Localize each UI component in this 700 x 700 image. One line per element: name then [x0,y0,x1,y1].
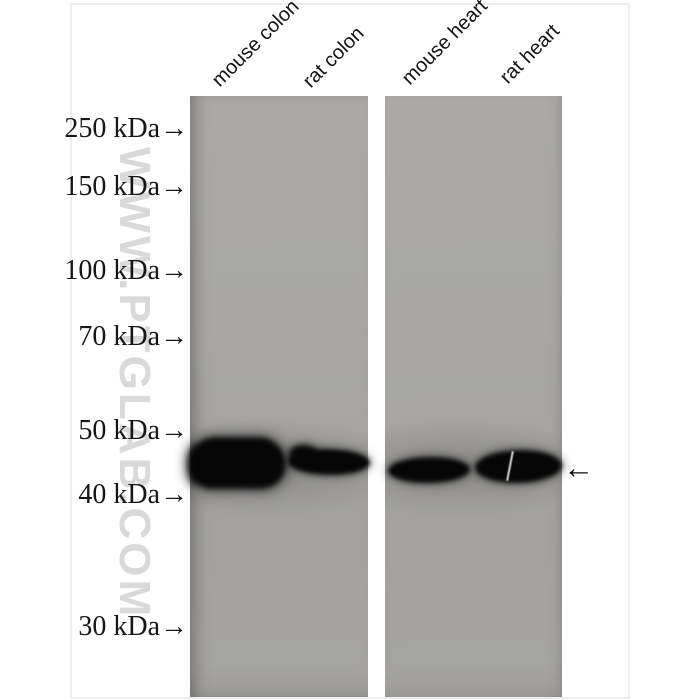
lane-label-mouse-colon: mouse colon [207,0,304,92]
band-mouse-colon-edge [188,446,204,484]
marker-label-40kda: 40 kDa→ [78,479,188,510]
band-rat-colon-bump [289,445,317,462]
marker-label-250kda: 250 kDa→ [64,113,188,144]
molecular-weight-marker-column: 250 kDa→ 150 kDa→ 100 kDa→ 70 kDa→ 50 kD… [0,0,188,700]
marker-label-30kda: 30 kDa→ [78,611,188,642]
band-mouse-colon [191,437,286,489]
marker-label-70kda: 70 kDa→ [78,321,188,352]
target-band-arrow-icon: ← [563,450,594,485]
marker-label-100kda: 100 kDa→ [64,255,188,286]
lane-label-rat-heart: rat heart [495,20,564,89]
marker-label-50kda: 50 kDa→ [78,415,188,446]
lane-label-mouse-heart: mouse heart [397,0,492,90]
marker-label-150kda: 150 kDa→ [64,171,188,202]
band-row-shading [385,96,562,697]
band-row-shading [190,96,368,697]
membrane-panel-colon [190,96,368,697]
membrane-panel-heart [385,96,562,697]
lane-label-rat-colon: rat colon [298,22,369,93]
